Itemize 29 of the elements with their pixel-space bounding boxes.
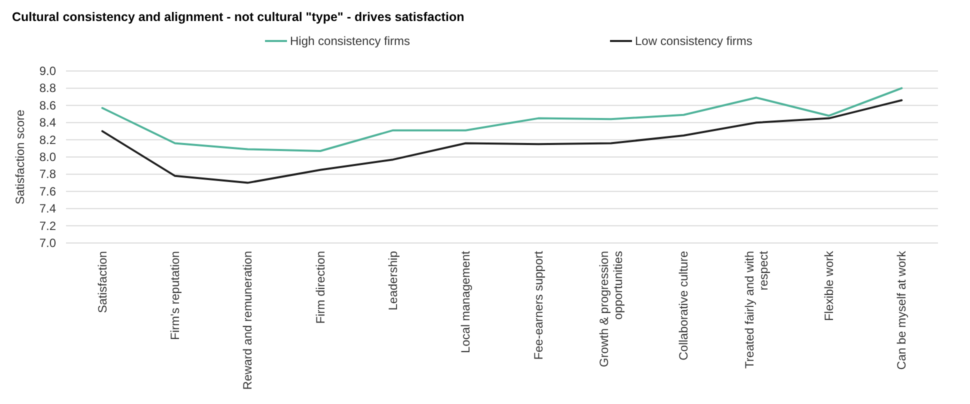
x-tick-label: Firm's reputation: [168, 251, 182, 340]
y-tick-label: 7.8: [39, 167, 56, 182]
y-tick-label: 8.4: [39, 116, 56, 130]
line-series: [101, 99, 903, 184]
x-tick-label: Reward and remuneration: [240, 251, 255, 390]
y-tick-label: 7.0: [39, 236, 56, 250]
y-tick-label: 7.6: [39, 184, 56, 198]
x-tick-label: Local management: [458, 250, 473, 354]
line-series: [101, 87, 903, 152]
x-tick-label: Fee-earners support: [531, 250, 546, 360]
y-tick-label: 7.4: [39, 202, 56, 216]
x-tick-label: Firm direction: [313, 251, 328, 324]
y-axis-title: Satisfaction score: [13, 109, 27, 204]
y-tick-label: 8.6: [39, 98, 56, 112]
x-tick-label: Growth & progression opportunities: [597, 251, 625, 368]
legend-label: High consistency firms: [290, 34, 410, 48]
x-tick-label: Satisfaction: [95, 251, 110, 314]
y-tick-label: 9.0: [39, 64, 56, 78]
x-tick-label: Can be myself at work: [894, 250, 909, 370]
x-tick-label: Leadership: [386, 250, 400, 310]
x-tick-label: Treated fairly and with respect: [742, 250, 770, 369]
x-tick-label: Flexible work: [822, 250, 836, 322]
y-tick-label: 8.2: [39, 132, 56, 147]
legend-label: Low consistency firms: [635, 34, 752, 48]
chart-title: Cultural consistency and alignment - not cultural "type" - drives satisfaction: [12, 10, 464, 24]
y-tick-label: 8.8: [39, 81, 56, 96]
y-tick-label: 8.0: [39, 150, 56, 164]
x-tick-label: Collaborative culture: [676, 250, 691, 360]
y-tick-label: 7.2: [39, 218, 56, 233]
